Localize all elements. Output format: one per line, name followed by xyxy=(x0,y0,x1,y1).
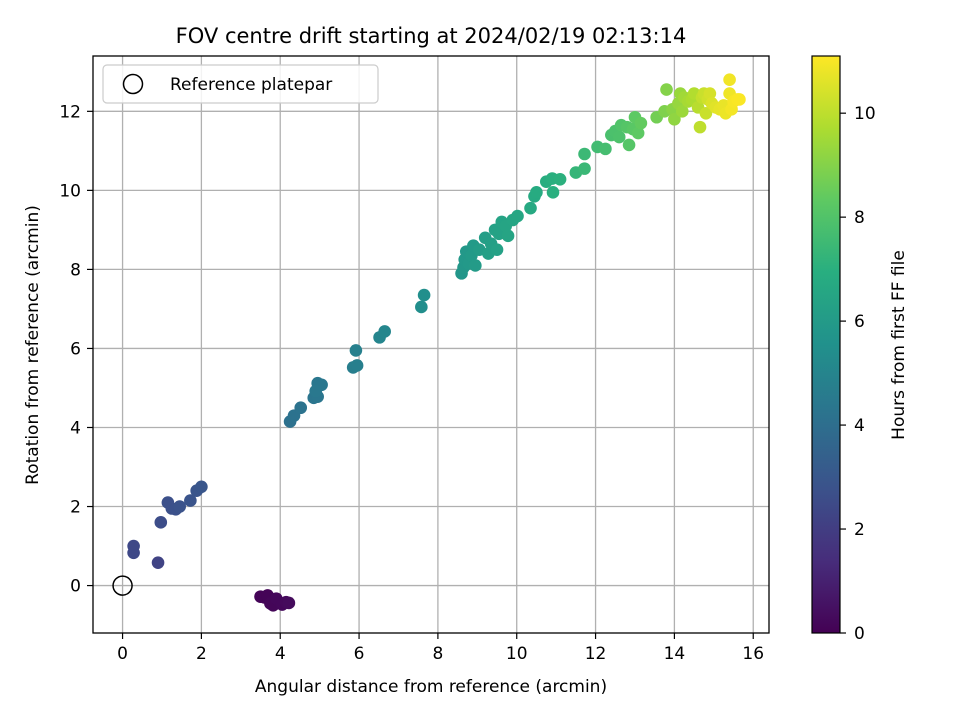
x-tick-label: 2 xyxy=(196,644,207,664)
data-point xyxy=(733,93,746,106)
y-tick-label: 0 xyxy=(70,577,81,597)
plot-frame xyxy=(92,55,770,634)
x-tick-label: 12 xyxy=(585,644,607,664)
data-point xyxy=(675,105,689,118)
data-point xyxy=(622,138,636,152)
data-point xyxy=(173,500,187,513)
x-tick-label: 6 xyxy=(354,644,365,664)
x-tick-label: 0 xyxy=(117,644,128,664)
legend-label: Reference platepar xyxy=(170,75,332,95)
data-point xyxy=(309,384,323,398)
data-point xyxy=(631,126,645,140)
y-tick-label: 8 xyxy=(70,260,81,280)
grid-lines xyxy=(93,56,769,633)
data-point xyxy=(469,259,482,272)
data-point xyxy=(553,173,567,186)
data-point xyxy=(501,229,515,243)
y-tick-label: 2 xyxy=(70,498,81,518)
data-point xyxy=(350,359,364,372)
x-tick-label: 8 xyxy=(432,644,443,664)
data-point xyxy=(349,344,363,357)
data-point xyxy=(578,162,591,175)
data-point xyxy=(417,288,431,302)
data-point xyxy=(699,107,713,120)
data-point xyxy=(524,201,537,215)
legend: Reference platepar xyxy=(102,64,379,104)
colorbar: 0 2 4 6 8 10 Hours from first FF file xyxy=(811,55,909,644)
legend-marker-icon xyxy=(122,73,144,95)
data-point xyxy=(195,480,208,494)
data-point xyxy=(154,516,168,529)
y-axis-ticks: 0 2 4 6 8 10 12 xyxy=(59,102,93,597)
data-point xyxy=(546,186,560,199)
data-point xyxy=(184,494,197,507)
x-tick-label: 10 xyxy=(506,644,528,664)
colorbar-label: Hours from first FF file xyxy=(889,250,909,440)
y-tick-label: 10 xyxy=(59,181,81,201)
colorbar-tick-label: 4 xyxy=(854,416,865,436)
data-point xyxy=(378,325,391,338)
y-tick-label: 4 xyxy=(70,418,81,438)
data-point xyxy=(282,596,296,610)
data-point xyxy=(599,142,612,156)
data-point xyxy=(660,83,673,96)
data-point xyxy=(634,116,648,130)
colorbar-tick-label: 2 xyxy=(854,520,865,540)
data-point xyxy=(530,186,543,199)
y-tick-label: 6 xyxy=(70,339,81,359)
data-point xyxy=(127,546,140,560)
reference-marker xyxy=(112,575,133,596)
x-tick-label: 4 xyxy=(275,644,286,664)
colorbar-gradient xyxy=(811,55,841,634)
data-point xyxy=(578,147,591,161)
colorbar-ticks: 0 2 4 6 8 10 xyxy=(840,104,876,644)
y-axis-label: Rotation from reference (arcmin) xyxy=(23,205,43,485)
data-point xyxy=(151,556,165,569)
legend-box xyxy=(102,64,379,104)
data-point xyxy=(415,300,428,314)
y-tick-label: 12 xyxy=(59,102,81,122)
data-points xyxy=(127,73,746,612)
x-axis-label: Angular distance from reference (arcmin) xyxy=(255,677,607,697)
data-point xyxy=(612,130,626,144)
data-point xyxy=(723,73,736,87)
x-tick-label: 14 xyxy=(664,644,686,664)
colorbar-tick-label: 8 xyxy=(854,208,865,228)
reference-point-marker xyxy=(112,575,133,596)
colorbar-tick-label: 0 xyxy=(854,624,865,644)
x-tick-label: 16 xyxy=(742,644,764,664)
data-point xyxy=(668,112,681,126)
chart-title: FOV centre drift starting at 2024/02/19 … xyxy=(176,24,687,48)
colorbar-tick-label: 10 xyxy=(854,104,876,124)
data-point xyxy=(703,87,717,100)
data-point xyxy=(511,209,524,223)
x-axis-ticks: 0 2 4 6 8 10 12 14 16 xyxy=(117,633,764,664)
colorbar-tick-label: 6 xyxy=(854,312,865,332)
data-point xyxy=(490,243,504,256)
data-point xyxy=(294,401,308,415)
data-point xyxy=(693,120,707,134)
